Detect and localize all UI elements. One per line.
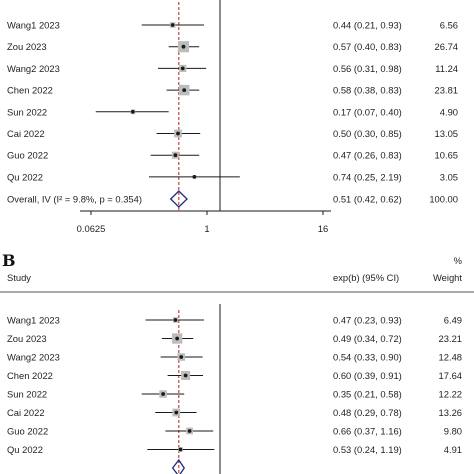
point-estimate: [176, 131, 180, 136]
weight-value: 12.22: [439, 389, 462, 400]
study-label: Cai 2022: [7, 407, 45, 418]
ci-text: 0.35 (0.21, 0.58): [333, 389, 402, 400]
overall-weight: 100.00: [429, 194, 458, 205]
study-label: Qu 2022: [7, 171, 43, 182]
weight-value: 4.91: [444, 444, 462, 455]
overall-diamond: [169, 190, 188, 208]
overall-label: Overall, IV (I² = 9.8%, p = 0.354): [7, 194, 142, 205]
point-estimate: [187, 429, 192, 433]
ci-text: 0.60 (0.39, 0.91): [333, 370, 402, 381]
point-estimate: [173, 153, 178, 158]
weight-value: 23.81: [435, 85, 458, 96]
weight-value: 6.49: [444, 315, 462, 326]
study-label: Guo 2022: [7, 150, 48, 161]
study-label: Qu 2022: [7, 444, 43, 455]
point-estimate: [179, 355, 184, 359]
study-label: Sun 2022: [7, 106, 47, 117]
effect-header: exp(b) (95% CI): [333, 272, 399, 283]
point-estimate: [178, 447, 183, 452]
weight-value: 12.48: [439, 352, 462, 363]
study-label: Wang1 2023: [7, 20, 60, 31]
study-label: Guo 2022: [7, 426, 48, 437]
point-estimate: [180, 66, 185, 71]
ci-text: 0.47 (0.23, 0.93): [333, 315, 402, 326]
study-label: Sun 2022: [7, 389, 47, 400]
weight-value: 10.65: [435, 150, 458, 161]
ci-text: 0.57 (0.40, 0.83): [333, 41, 402, 52]
ci-text: 0.56 (0.31, 0.98): [333, 63, 402, 74]
point-estimate: [173, 318, 178, 322]
weight-header: Weight: [433, 272, 462, 283]
x-tick-label: 1: [204, 223, 209, 234]
overall-ci-text: 0.51 (0.42, 0.62): [333, 194, 402, 205]
study-label: Wang1 2023: [7, 315, 60, 326]
x-tick-label: 0.0625: [77, 223, 106, 234]
weight-value: 23.21: [439, 333, 462, 344]
study-label: Zou 2023: [7, 333, 47, 344]
ci-text: 0.74 (0.25, 2.19): [333, 171, 402, 182]
ci-text: 0.50 (0.30, 0.85): [333, 128, 402, 139]
weight-value: 3.05: [440, 171, 458, 182]
overall-diamond: [171, 458, 185, 474]
weight-value: 11.24: [435, 63, 458, 74]
panel-label: B: [2, 251, 16, 270]
point-estimate: [174, 410, 179, 415]
weight-value: 6.56: [440, 20, 458, 31]
point-estimate: [175, 336, 180, 341]
study-label: Chen 2022: [7, 370, 53, 381]
weight-value: 26.74: [435, 41, 458, 52]
weight-value: 13.05: [435, 128, 458, 139]
ci-text: 0.53 (0.24, 1.19): [333, 444, 402, 455]
ci-text: 0.54 (0.33, 0.90): [333, 352, 402, 363]
study-label: Zou 2023: [7, 41, 47, 52]
point-estimate: [161, 392, 165, 396]
study-label: Wang2 2023: [7, 352, 60, 363]
ci-text: 0.49 (0.34, 0.72): [333, 333, 402, 344]
point-estimate: [170, 23, 175, 27]
ci-text: 0.58 (0.38, 0.83): [333, 85, 402, 96]
study-header: Study: [7, 272, 31, 283]
point-estimate: [182, 88, 187, 92]
ci-text: 0.47 (0.26, 0.83): [333, 150, 402, 161]
point-estimate: [183, 373, 188, 378]
weight-value: 13.26: [439, 407, 462, 418]
point-estimate: [181, 44, 186, 49]
study-label: Wang2 2023: [7, 63, 60, 74]
weight-value: 4.90: [440, 106, 458, 117]
weight-header-top: %: [454, 255, 462, 266]
weight-value: 17.64: [439, 370, 462, 381]
ci-text: 0.48 (0.29, 0.78): [333, 407, 402, 418]
ci-text: 0.44 (0.21, 0.93): [333, 20, 402, 31]
x-tick-label: 16: [318, 223, 328, 234]
ci-text: 0.17 (0.07, 0.40): [333, 106, 402, 117]
study-label: Cai 2022: [7, 128, 45, 139]
ci-text: 0.66 (0.37, 1.16): [333, 426, 402, 437]
point-estimate: [192, 175, 197, 179]
point-estimate: [130, 109, 135, 114]
study-label: Chen 2022: [7, 85, 53, 96]
weight-value: 9.80: [444, 426, 462, 437]
